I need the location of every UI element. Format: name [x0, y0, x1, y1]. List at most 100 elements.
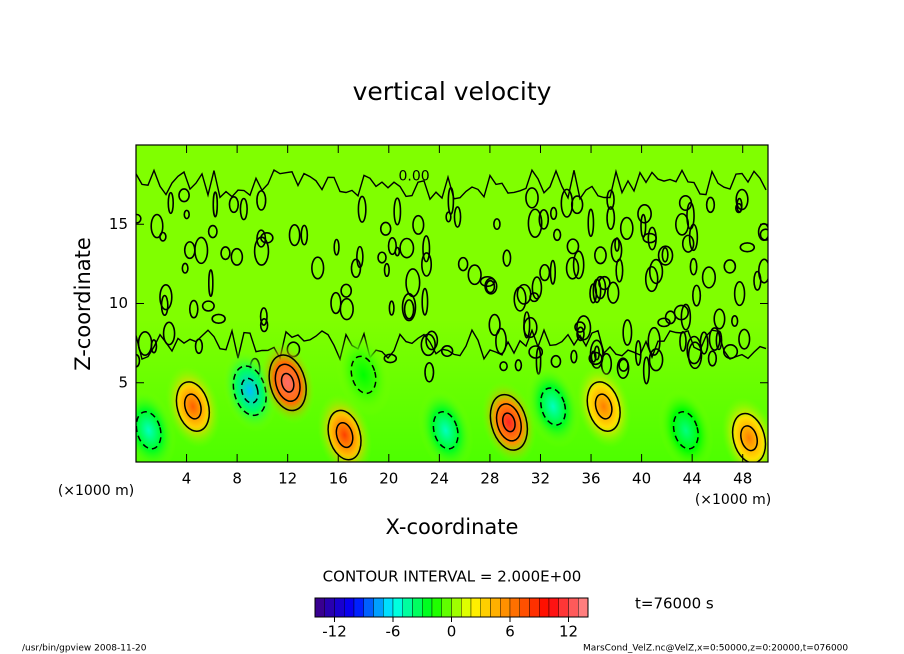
noise-line — [136, 168, 767, 201]
noise-contour — [550, 354, 562, 368]
noise-contour — [739, 242, 756, 253]
noise-contour — [256, 229, 267, 248]
noise-contour — [230, 247, 244, 266]
y-tick-label: 10 — [109, 294, 128, 312]
contour-ring — [280, 372, 295, 393]
noise-contour — [713, 308, 726, 330]
noise-contour — [188, 299, 199, 319]
noise-contour — [357, 195, 367, 223]
noise-contour — [661, 247, 669, 263]
noise-contour — [388, 300, 395, 316]
colorbar-cell — [353, 597, 364, 618]
contour-ring — [731, 412, 767, 462]
noise-contour — [394, 246, 401, 257]
noise-contour — [207, 224, 218, 239]
noise-contour — [136, 213, 142, 224]
contour-ring — [540, 387, 567, 426]
noise-contour — [681, 234, 695, 253]
noise-contour — [570, 349, 578, 364]
colorbar-cell — [490, 597, 501, 618]
noise-contour — [576, 315, 592, 341]
noise-contour — [590, 350, 597, 363]
noise-contour — [220, 246, 231, 261]
feature — [336, 333, 391, 416]
noise-contour — [678, 195, 693, 211]
noise-contour — [606, 206, 616, 230]
noise-contour — [183, 209, 190, 220]
noise-contour — [379, 221, 392, 236]
noise-contour — [758, 258, 768, 284]
colorbar-cell — [402, 597, 413, 618]
noise-contour — [731, 315, 739, 327]
contour-label: 0.00 — [398, 169, 429, 185]
contour-interval: CONTOUR INTERVAL = 2.000E+00 — [323, 568, 582, 586]
contour-ring — [432, 411, 459, 450]
contour-ring — [183, 393, 202, 420]
noise-contour — [531, 276, 543, 300]
noise-contour — [619, 216, 634, 241]
noise-contour — [159, 231, 167, 242]
noise-contour — [420, 333, 436, 357]
noise-contour — [393, 197, 402, 226]
noise-contour — [705, 196, 716, 214]
noise-contour — [687, 341, 703, 370]
noise-contour — [467, 264, 482, 286]
noise-contour — [422, 235, 431, 263]
noise-contour — [648, 258, 664, 285]
noise-contour — [377, 251, 387, 264]
noise-contour — [606, 281, 620, 304]
noise-contour — [523, 311, 531, 339]
x-tick-label: 32 — [531, 470, 550, 488]
contour-ring — [501, 412, 516, 433]
contour-ring — [672, 411, 699, 450]
noise-contour — [686, 201, 695, 230]
colorbar-cell — [334, 597, 345, 618]
noise-contour — [207, 269, 214, 297]
colorbar-cell — [480, 597, 491, 618]
noise-contour — [723, 259, 737, 274]
contour-ring — [175, 381, 211, 432]
colorbar-cell — [470, 597, 481, 618]
noise-contour — [606, 189, 615, 210]
feature — [576, 365, 632, 448]
x-tick-label: 24 — [430, 470, 449, 488]
feature — [525, 365, 581, 448]
noise-contour — [525, 187, 539, 209]
noise-contour — [572, 250, 585, 280]
noise-contour — [701, 266, 717, 289]
noise-contour — [401, 292, 417, 322]
noise-contour — [502, 249, 512, 267]
noise-contour — [675, 212, 690, 236]
noise-contour — [201, 300, 215, 312]
noise-contour — [300, 224, 309, 246]
noise-contour — [499, 361, 508, 372]
noise-contour — [699, 331, 709, 355]
noise-contour — [692, 284, 702, 307]
noise-contour — [733, 281, 746, 307]
noise-contour — [479, 275, 496, 288]
noise-contour — [340, 283, 353, 298]
noise-contour — [150, 213, 164, 239]
y-tick-label: 5 — [118, 373, 128, 391]
noise-contour — [648, 348, 664, 372]
noise-contour — [576, 326, 585, 342]
noise-contour — [587, 208, 595, 238]
colorbar-cell — [558, 597, 569, 618]
colorbar-cell — [431, 597, 442, 618]
noise-contour — [387, 237, 397, 256]
noise-contour — [689, 257, 698, 276]
noise-contour — [565, 256, 580, 280]
contour-ring — [274, 363, 301, 403]
noise-contour — [594, 275, 607, 300]
x-tick-label: 16 — [329, 470, 348, 488]
noise-contour — [457, 256, 469, 272]
contour-ring — [268, 354, 307, 412]
noise-line — [136, 328, 767, 362]
colorbar-cell — [548, 597, 559, 618]
colorbar-cell — [529, 597, 540, 618]
noise-contour — [610, 237, 623, 263]
noise-contour — [239, 197, 248, 221]
noise-contour — [181, 262, 189, 274]
noise-contour — [527, 208, 543, 239]
